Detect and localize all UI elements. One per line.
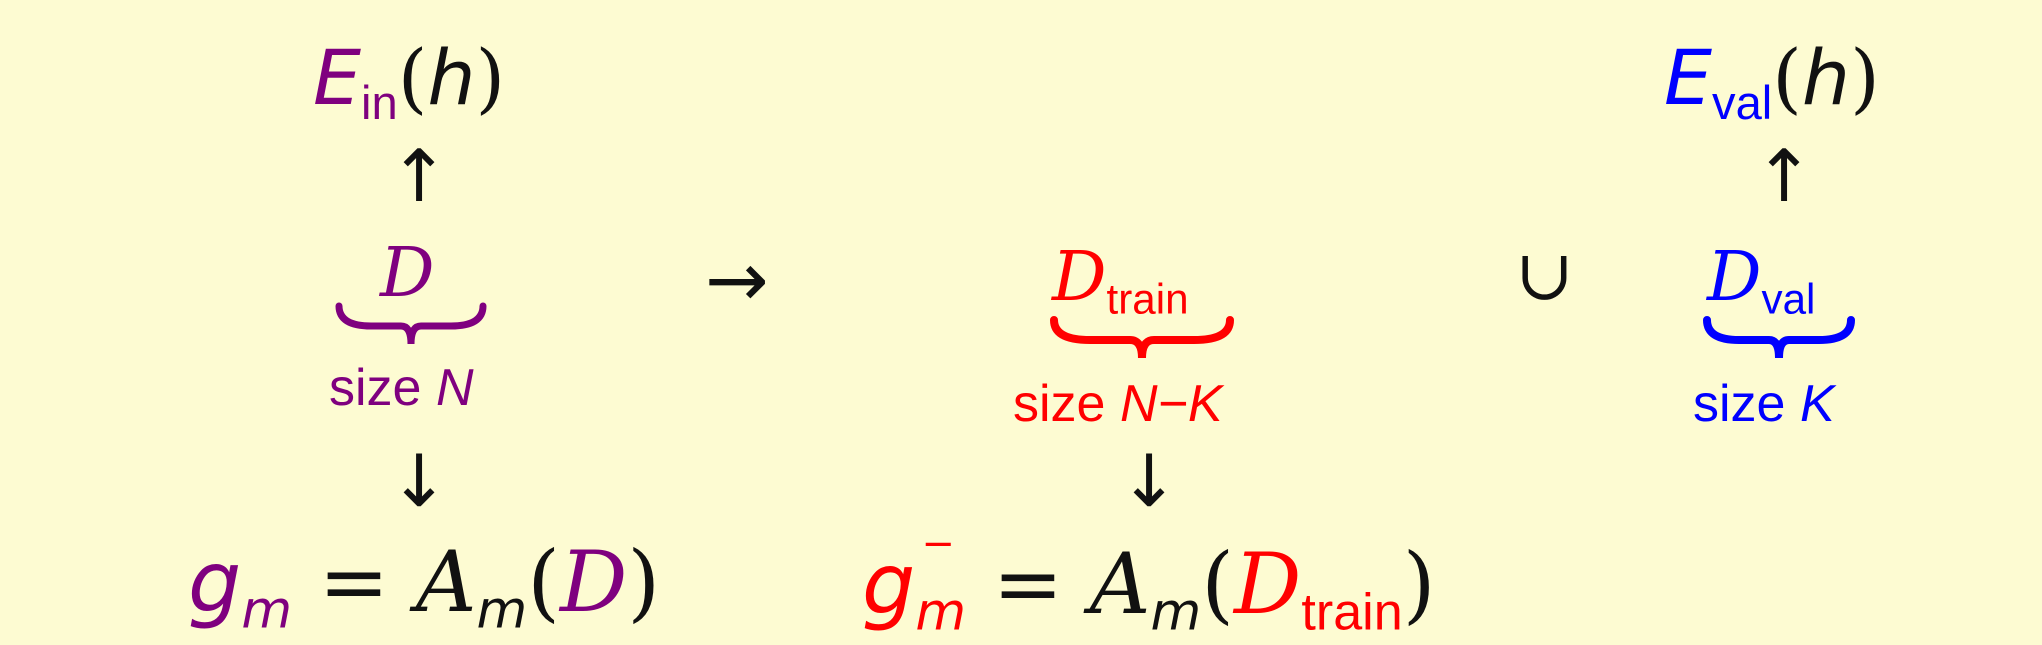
right-arrow: → xyxy=(705,235,769,324)
dval-label: Dval xyxy=(1707,238,1816,323)
size-n-minus-k-label: size N−K xyxy=(1013,375,1223,433)
union-symbol: ∪ xyxy=(1515,234,1574,316)
gm-minus-sub: m − xyxy=(915,521,967,643)
eval-label: Eval(h) xyxy=(1664,33,1880,130)
underbrace-val xyxy=(1703,316,1855,359)
ein-label: Ein(h) xyxy=(313,33,506,130)
up-arrow-right: ↑ xyxy=(1754,134,1815,218)
size-k-label: size K xyxy=(1693,375,1835,433)
up-arrow-left: ↑ xyxy=(389,134,450,218)
underbrace-train xyxy=(1050,316,1234,359)
dtrain-label: Dtrain xyxy=(1052,238,1189,323)
down-arrow-left: ↓ xyxy=(389,439,450,523)
underbrace-left xyxy=(335,302,487,345)
size-n-label: size N xyxy=(329,359,474,417)
gm-minus-equation: gm − = Am(Dtrain) xyxy=(862,521,1436,643)
down-arrow-middle: ↓ xyxy=(1119,439,1180,523)
gm-equation: gm = Am(D) xyxy=(188,533,661,641)
dataset-d-label: D xyxy=(380,234,435,313)
